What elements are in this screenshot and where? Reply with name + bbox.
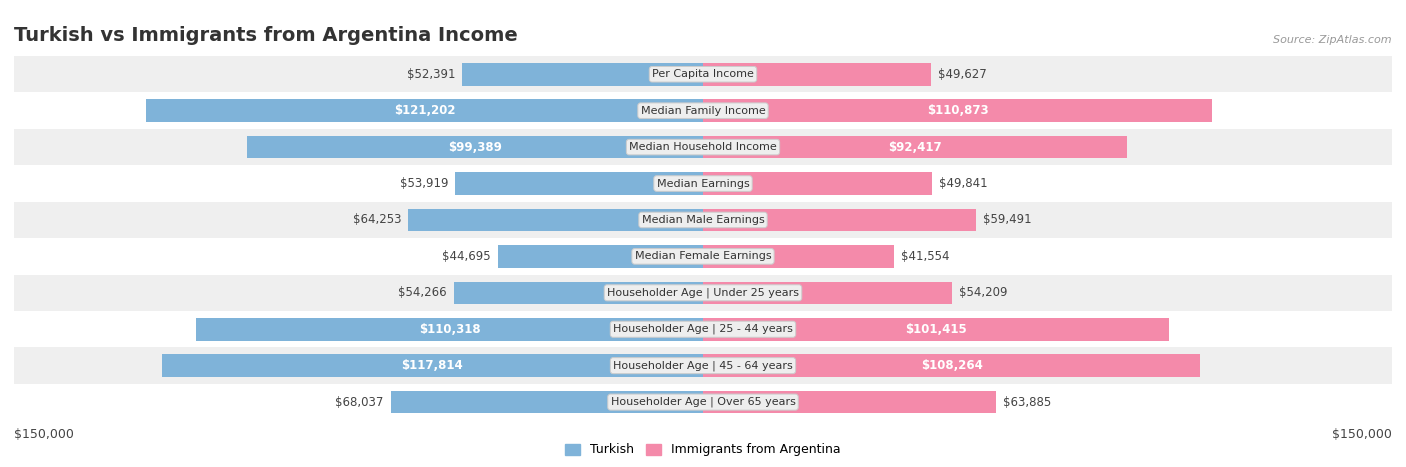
Bar <box>14 275 1392 311</box>
Text: $117,814: $117,814 <box>402 359 464 372</box>
Text: $68,037: $68,037 <box>335 396 384 409</box>
Bar <box>14 311 1392 347</box>
Text: $41,554: $41,554 <box>901 250 949 263</box>
Text: $101,415: $101,415 <box>905 323 967 336</box>
Bar <box>246 136 703 158</box>
Text: $44,695: $44,695 <box>443 250 491 263</box>
Text: Source: ZipAtlas.com: Source: ZipAtlas.com <box>1274 35 1392 45</box>
Bar <box>14 238 1392 275</box>
Bar <box>703 245 894 268</box>
Bar <box>14 165 1392 202</box>
Text: Householder Age | 25 - 44 years: Householder Age | 25 - 44 years <box>613 324 793 334</box>
Text: $54,209: $54,209 <box>959 286 1007 299</box>
Bar <box>456 172 703 195</box>
Bar <box>146 99 703 122</box>
Text: $64,253: $64,253 <box>353 213 401 226</box>
Text: $110,318: $110,318 <box>419 323 481 336</box>
Text: Median Household Income: Median Household Income <box>628 142 778 152</box>
Bar <box>14 347 1392 384</box>
Bar <box>703 209 976 231</box>
Text: $92,417: $92,417 <box>889 141 942 154</box>
Text: Median Earnings: Median Earnings <box>657 178 749 189</box>
Bar <box>454 282 703 304</box>
Bar <box>703 354 1201 377</box>
Text: $53,919: $53,919 <box>399 177 449 190</box>
Bar <box>703 318 1168 340</box>
Text: $108,264: $108,264 <box>921 359 983 372</box>
Bar <box>703 172 932 195</box>
Text: $59,491: $59,491 <box>983 213 1032 226</box>
Bar <box>162 354 703 377</box>
Text: $150,000: $150,000 <box>1331 428 1392 441</box>
Text: $49,841: $49,841 <box>939 177 987 190</box>
Text: Median Family Income: Median Family Income <box>641 106 765 116</box>
Text: Householder Age | Over 65 years: Householder Age | Over 65 years <box>610 397 796 407</box>
Bar <box>703 391 997 413</box>
Bar <box>391 391 703 413</box>
Text: $99,389: $99,389 <box>449 141 502 154</box>
Bar <box>703 99 1212 122</box>
Text: $150,000: $150,000 <box>14 428 75 441</box>
Text: $49,627: $49,627 <box>938 68 987 81</box>
Bar <box>408 209 703 231</box>
Text: Per Capita Income: Per Capita Income <box>652 69 754 79</box>
Bar <box>14 92 1392 129</box>
Bar <box>14 202 1392 238</box>
Text: Median Female Earnings: Median Female Earnings <box>634 251 772 262</box>
Text: $121,202: $121,202 <box>394 104 456 117</box>
Bar <box>463 63 703 85</box>
Legend: Turkish, Immigrants from Argentina: Turkish, Immigrants from Argentina <box>560 439 846 461</box>
Text: Householder Age | 45 - 64 years: Householder Age | 45 - 64 years <box>613 361 793 371</box>
Bar <box>197 318 703 340</box>
Text: Turkish vs Immigrants from Argentina Income: Turkish vs Immigrants from Argentina Inc… <box>14 26 517 45</box>
Bar <box>498 245 703 268</box>
Text: Householder Age | Under 25 years: Householder Age | Under 25 years <box>607 288 799 298</box>
Text: $54,266: $54,266 <box>398 286 447 299</box>
Text: Median Male Earnings: Median Male Earnings <box>641 215 765 225</box>
Text: $52,391: $52,391 <box>406 68 456 81</box>
Bar <box>14 129 1392 165</box>
Bar <box>14 56 1392 92</box>
Bar <box>703 63 931 85</box>
Bar <box>703 136 1128 158</box>
Bar <box>14 384 1392 420</box>
Text: $63,885: $63,885 <box>1004 396 1052 409</box>
Bar <box>703 282 952 304</box>
Text: $110,873: $110,873 <box>927 104 988 117</box>
